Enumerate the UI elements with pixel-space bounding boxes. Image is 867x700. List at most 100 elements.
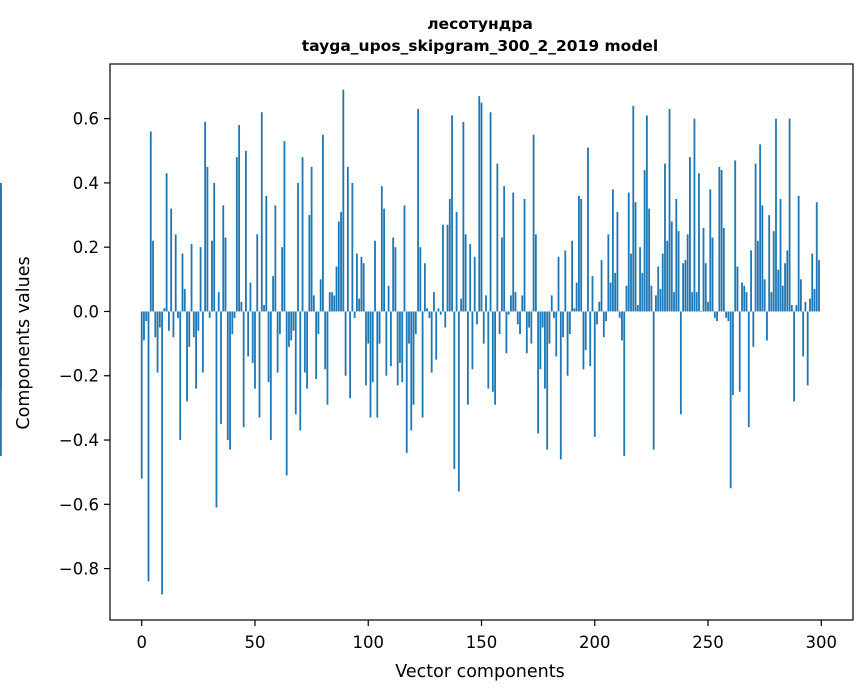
bar bbox=[426, 308, 429, 312]
bar bbox=[145, 311, 148, 322]
bar bbox=[602, 311, 605, 338]
bar bbox=[568, 311, 571, 334]
bar bbox=[745, 292, 748, 312]
bar bbox=[149, 131, 152, 312]
bar bbox=[172, 311, 175, 338]
bar bbox=[802, 311, 805, 357]
bar bbox=[437, 308, 440, 312]
bar bbox=[818, 260, 820, 312]
bar bbox=[700, 311, 703, 312]
bar bbox=[362, 263, 365, 312]
bar bbox=[360, 256, 363, 312]
bar bbox=[510, 295, 512, 312]
x-axis-label: Vector components bbox=[395, 662, 564, 682]
bar bbox=[482, 311, 485, 344]
bar bbox=[614, 272, 617, 312]
bar bbox=[220, 311, 222, 424]
bar bbox=[727, 311, 730, 322]
bar bbox=[328, 292, 331, 312]
bar bbox=[410, 311, 413, 431]
bar bbox=[503, 186, 506, 312]
bar bbox=[525, 311, 528, 354]
bar bbox=[401, 311, 404, 383]
bar bbox=[693, 118, 696, 312]
bar bbox=[315, 311, 318, 379]
bar bbox=[621, 311, 623, 341]
bar bbox=[326, 311, 329, 405]
bar bbox=[707, 301, 709, 312]
x-tick-label: 50 bbox=[244, 633, 265, 652]
bar bbox=[541, 311, 544, 328]
bar bbox=[625, 285, 628, 312]
bar bbox=[439, 311, 442, 315]
bar bbox=[414, 311, 417, 334]
bar bbox=[140, 311, 143, 479]
bar bbox=[544, 311, 546, 389]
bar bbox=[369, 311, 372, 418]
bar bbox=[0, 295, 2, 312]
bar bbox=[639, 247, 641, 312]
bar bbox=[457, 311, 460, 492]
bar bbox=[546, 311, 549, 450]
bar bbox=[294, 311, 297, 415]
bar bbox=[589, 311, 592, 367]
bar bbox=[430, 311, 433, 373]
bar bbox=[734, 160, 737, 312]
bar bbox=[186, 311, 188, 402]
bar bbox=[575, 282, 578, 312]
y-tick-label: −0.4 bbox=[59, 431, 99, 450]
bar bbox=[686, 234, 689, 312]
bar bbox=[428, 311, 431, 318]
bar bbox=[453, 311, 456, 469]
bar bbox=[648, 208, 651, 312]
bar bbox=[281, 247, 284, 312]
bar bbox=[476, 311, 478, 325]
bar bbox=[797, 195, 800, 312]
bar bbox=[645, 115, 648, 312]
bar bbox=[156, 311, 159, 373]
bar bbox=[759, 144, 762, 312]
x-tick-label: 100 bbox=[352, 633, 384, 652]
bar bbox=[722, 227, 725, 312]
bar bbox=[496, 163, 499, 312]
bar bbox=[331, 292, 333, 312]
bar bbox=[312, 295, 315, 312]
bar bbox=[152, 240, 154, 312]
bar bbox=[704, 263, 707, 312]
bar bbox=[442, 224, 444, 312]
bar bbox=[557, 256, 560, 312]
bar bbox=[519, 311, 521, 334]
y-tick-label: −0.2 bbox=[59, 367, 99, 386]
bar bbox=[471, 311, 474, 370]
bar bbox=[183, 288, 186, 312]
bar bbox=[204, 121, 207, 312]
bar bbox=[553, 311, 555, 318]
bar bbox=[310, 166, 313, 312]
bar bbox=[809, 298, 811, 312]
bar bbox=[0, 311, 2, 389]
bar bbox=[462, 121, 465, 312]
bar bbox=[514, 292, 517, 312]
bar bbox=[276, 311, 279, 373]
bar bbox=[245, 150, 247, 312]
bar bbox=[652, 311, 655, 450]
bar bbox=[192, 311, 195, 338]
bar bbox=[353, 311, 356, 318]
bar bbox=[573, 308, 576, 312]
bar bbox=[507, 311, 510, 315]
bar bbox=[274, 205, 277, 312]
bar bbox=[215, 311, 218, 508]
bar bbox=[564, 250, 567, 312]
bar bbox=[666, 240, 669, 312]
bar bbox=[702, 227, 705, 312]
bar bbox=[385, 311, 388, 376]
bar bbox=[399, 311, 401, 363]
bar bbox=[494, 311, 496, 405]
bar bbox=[636, 305, 639, 312]
bar bbox=[623, 311, 626, 457]
bar bbox=[283, 141, 286, 312]
bar bbox=[394, 247, 397, 312]
bar bbox=[181, 253, 184, 312]
bar bbox=[491, 311, 494, 392]
bar bbox=[346, 166, 349, 312]
